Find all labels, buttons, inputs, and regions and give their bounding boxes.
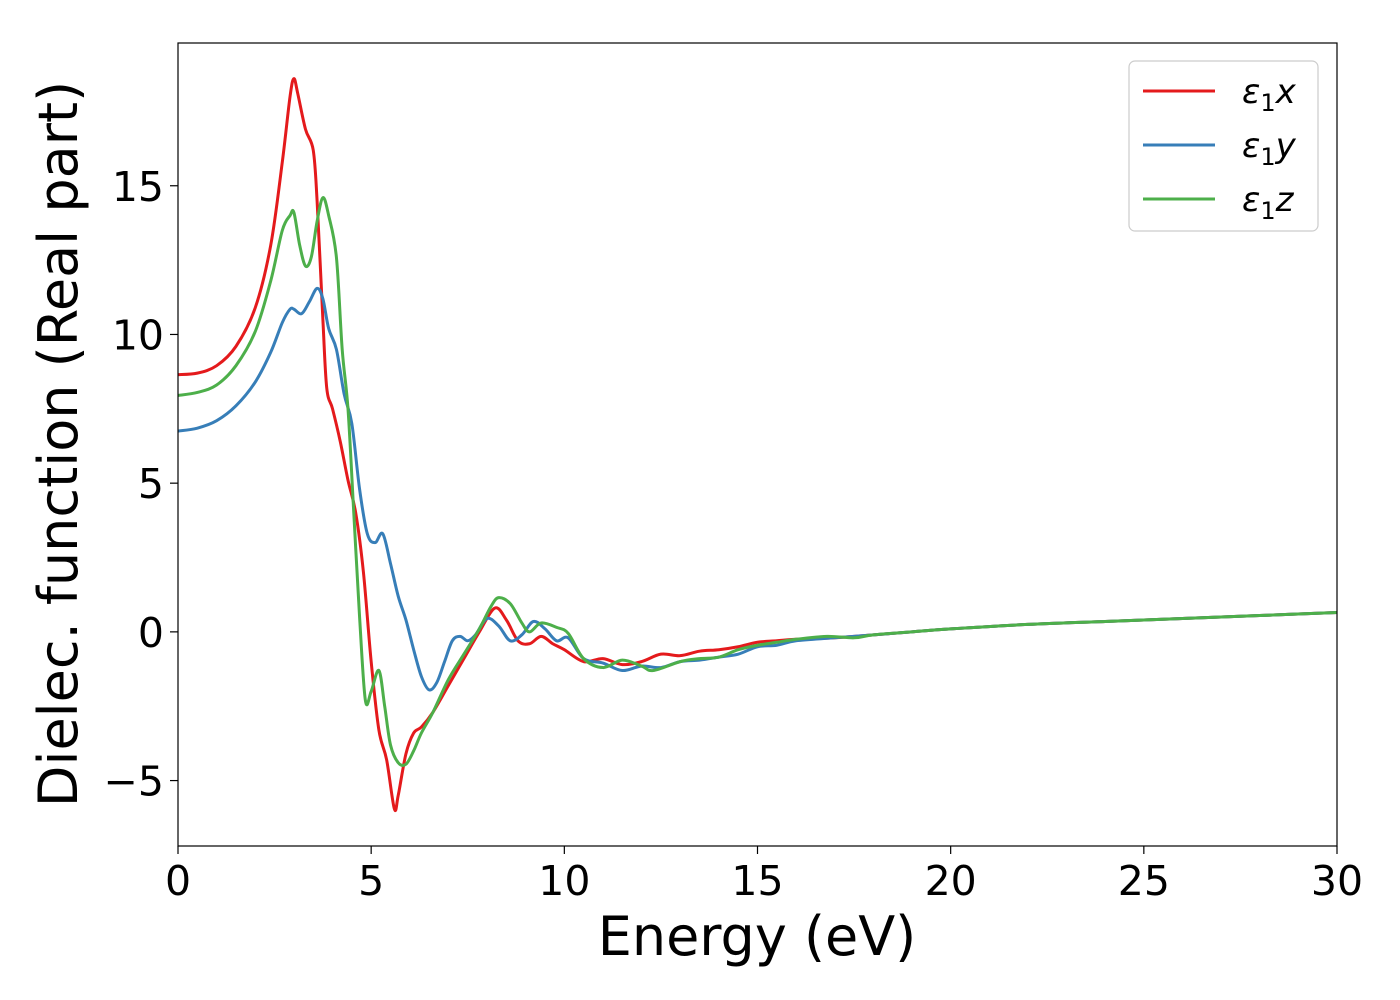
series-line-3 — [178, 196, 1337, 767]
legend-label-1: ε1x — [1242, 72, 1297, 117]
legend-label-3: ε1z — [1242, 180, 1295, 225]
x-tick-label: 25 — [1118, 857, 1170, 905]
y-axis: −5 0 5 10 15 — [104, 163, 178, 806]
x-axis: 0 5 10 15 20 25 30 — [165, 846, 1363, 905]
legend-box — [1128, 60, 1319, 232]
series-line-2 — [178, 286, 1337, 692]
y-axis-title: Dielec. function (Real part) — [27, 81, 90, 807]
series-layer — [178, 77, 1337, 813]
legend: ε1x ε1y ε1z — [1128, 60, 1319, 232]
legend-label-2: ε1y — [1242, 126, 1297, 171]
x-tick-label: 10 — [538, 857, 590, 905]
y-tick-label: 10 — [112, 311, 164, 359]
y-tick-label: 5 — [138, 460, 164, 508]
x-tick-label: 30 — [1311, 857, 1363, 905]
x-tick-label: 5 — [358, 857, 384, 905]
x-axis-title: Energy (eV) — [598, 905, 917, 968]
x-tick-label: 15 — [731, 857, 783, 905]
y-tick-label: 15 — [112, 163, 164, 211]
x-tick-label: 0 — [165, 857, 191, 905]
y-tick-label: −5 — [104, 758, 164, 806]
x-tick-label: 20 — [925, 857, 977, 905]
y-tick-label: 0 — [138, 609, 164, 657]
